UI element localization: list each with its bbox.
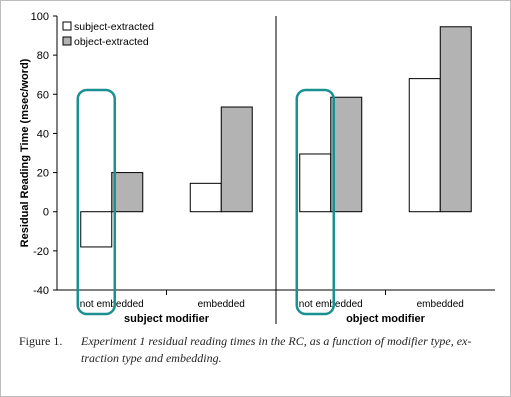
x-category-label: not embedded — [299, 299, 363, 310]
x-group-label: subject modifier — [124, 313, 210, 325]
y-tick-label: -40 — [33, 285, 49, 297]
y-tick-label: 40 — [37, 128, 49, 140]
bar-subject-extracted — [80, 211, 113, 248]
y-tick-label: 60 — [37, 89, 49, 101]
caption-text-line2: traction type and embedding. — [81, 351, 222, 365]
bar-subject-extracted — [189, 182, 222, 213]
y-tick-label: 0 — [43, 207, 49, 219]
y-axis-title: Residual Reading Time (msec/word) — [19, 58, 31, 247]
y-tick-label: 100 — [31, 11, 49, 23]
legend-swatch-object-extracted — [62, 36, 72, 46]
x-category-label: embedded — [198, 299, 245, 310]
bar-object-extracted — [330, 96, 363, 213]
bar-subject-extracted — [408, 78, 441, 213]
legend-box — [61, 18, 165, 54]
bar-chart: -40 -20 0 20 40 60 80 100 Residual Reading Time … — [19, 11, 495, 325]
y-tick-label: 20 — [37, 168, 49, 180]
bar-object-extracted — [439, 26, 472, 213]
figure-caption: Figure 1. Experiment 1 residual reading t… — [19, 333, 489, 367]
caption-label: Figure 1. — [19, 334, 63, 348]
highlight-box — [76, 88, 116, 316]
legend-swatch-subject-extracted — [62, 21, 72, 31]
x-category-label: not embedded — [80, 299, 144, 310]
highlight-box — [295, 88, 335, 316]
y-tick-label: -20 — [33, 246, 49, 258]
bar-object-extracted — [220, 106, 253, 213]
bar-object-extracted — [111, 172, 144, 213]
y-tick-label: 80 — [37, 50, 49, 62]
caption-text-line1: Experiment 1 residual reading times in t… — [81, 334, 472, 348]
legend-label: subject-extracted — [74, 21, 154, 33]
legend-label: object-extracted — [74, 36, 149, 48]
x-group-label: object modifier — [346, 313, 426, 325]
bar-subject-extracted — [299, 153, 332, 213]
x-category-label: embedded — [417, 299, 464, 310]
